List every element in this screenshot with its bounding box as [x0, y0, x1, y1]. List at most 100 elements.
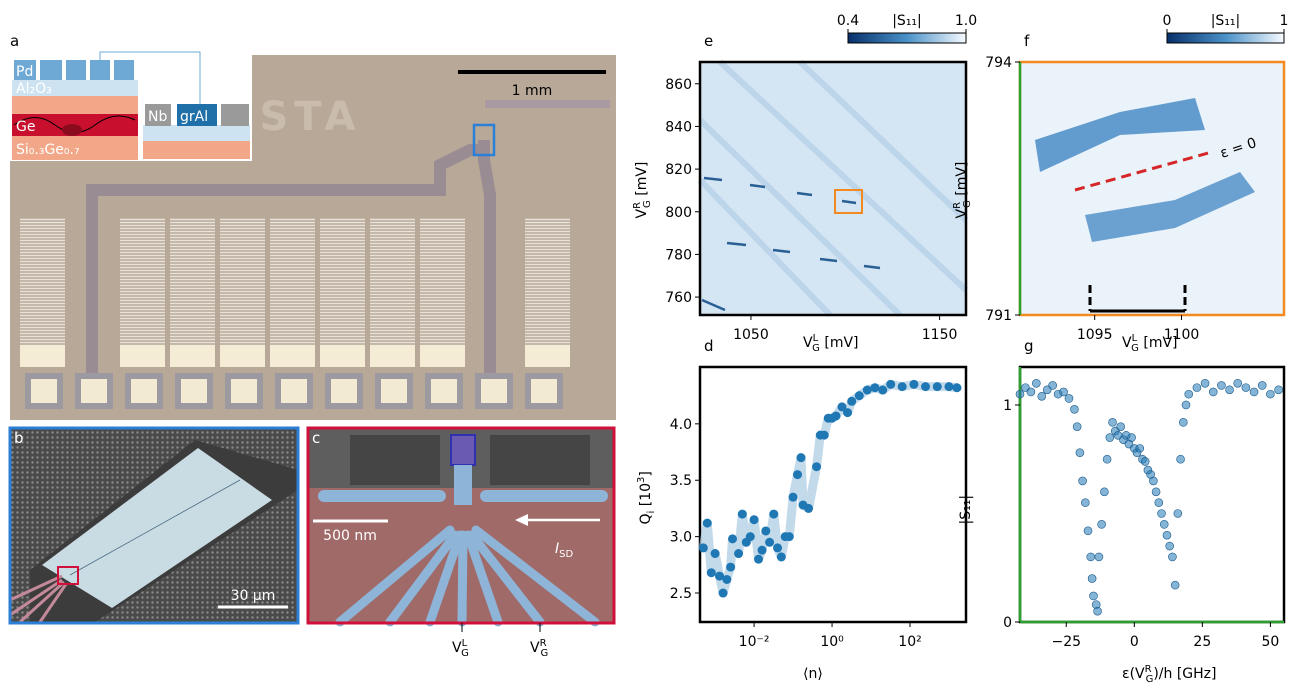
- shape: [320, 345, 365, 367]
- scale-bar-label: 500 nm: [323, 528, 377, 544]
- shape: [278, 376, 310, 406]
- scale-bar-label: 1 mm: [512, 83, 553, 99]
- point: [1168, 553, 1176, 561]
- shape: [20, 345, 65, 367]
- point: [1163, 531, 1171, 539]
- label-part: Q: [638, 513, 654, 524]
- shape: [128, 376, 160, 406]
- x-tick-label: 1150: [922, 327, 958, 343]
- panel-b: 30 μm b: [10, 428, 298, 623]
- y-tick-label: 1: [1003, 398, 1012, 414]
- layer-label: Pd: [16, 64, 33, 80]
- x-tick-label: 0: [1130, 634, 1139, 650]
- shape: [378, 376, 410, 406]
- shape: [480, 490, 608, 502]
- gate-label: VLG: [452, 638, 469, 659]
- x-tick-label: 10⁰: [820, 634, 844, 650]
- point: [707, 568, 716, 577]
- shape: [40, 60, 62, 80]
- shape: [270, 345, 315, 367]
- shape: [120, 345, 165, 367]
- y-axis-label: VRG [mV]: [632, 162, 653, 219]
- point: [1201, 379, 1209, 387]
- contact-label: grAl: [180, 109, 208, 125]
- shape: [78, 376, 110, 406]
- point: [1141, 457, 1149, 465]
- point: [734, 549, 743, 558]
- point: [722, 575, 731, 584]
- point: [1149, 477, 1157, 485]
- panel-label: e: [704, 32, 713, 50]
- point: [1087, 553, 1095, 561]
- label-part: G: [642, 200, 653, 208]
- point: [777, 552, 786, 561]
- shape: [478, 376, 510, 406]
- colorbar-tick-label: 0.4: [837, 13, 859, 29]
- x-axis-label: ⟨n⟩: [803, 666, 823, 682]
- shape: [270, 218, 315, 345]
- layer-label: Ge: [16, 119, 35, 135]
- y-axis-label: VRG [mV]: [952, 162, 973, 219]
- panel-label: g: [1024, 337, 1034, 355]
- shape: [328, 376, 360, 406]
- point: [1171, 581, 1179, 589]
- layer-label: Si₀.₃Ge₀.₇: [16, 142, 80, 158]
- point: [1081, 499, 1089, 507]
- panel-label: f: [1024, 32, 1030, 50]
- point: [1217, 381, 1225, 389]
- point: [1258, 381, 1266, 389]
- logo: ISTA: [239, 94, 362, 140]
- current-subscript: SD: [559, 549, 573, 560]
- x-tick-label: 1095: [1077, 327, 1113, 343]
- shape: [700, 62, 966, 315]
- colorbar: [1167, 33, 1284, 43]
- heatmap-f-image: [1020, 62, 1284, 315]
- label-part: [mV]: [1139, 335, 1178, 351]
- point: [1049, 381, 1057, 389]
- point: [1109, 418, 1117, 426]
- point: [789, 493, 798, 502]
- point: [812, 462, 821, 471]
- plot-frame: [1020, 367, 1284, 622]
- point: [1179, 418, 1187, 426]
- label-part: G: [1146, 674, 1154, 685]
- label-part: [mV]: [634, 162, 650, 201]
- panel-a: ISTA 1 mm Pd Al₂O₃ Ge Si₀.₃Ge₀.₇ Nb grAl…: [10, 32, 616, 420]
- label-part: [10: [638, 483, 654, 511]
- point: [921, 382, 930, 391]
- point: [1032, 379, 1040, 387]
- shape: [120, 218, 165, 345]
- shape: [525, 218, 570, 345]
- shape: [320, 218, 365, 345]
- point: [765, 538, 774, 547]
- shape: [370, 218, 415, 345]
- point: [746, 532, 755, 541]
- label-part: V: [634, 209, 650, 219]
- x-tick-label: 10⁻²: [739, 634, 770, 650]
- x-tick-label: 10²: [898, 634, 921, 650]
- panel-label: b: [14, 429, 24, 447]
- gate-label: VRG: [530, 638, 548, 659]
- label-part: ]: [638, 471, 654, 476]
- point: [831, 411, 840, 420]
- point: [1084, 527, 1092, 535]
- shape: [462, 535, 463, 622]
- shape: [12, 96, 138, 114]
- label-part: [mV]: [820, 335, 859, 351]
- shape: [28, 376, 60, 406]
- shape: [62, 124, 82, 136]
- point: [1242, 384, 1250, 392]
- point: [738, 510, 747, 519]
- y-tick-label: 3.5: [670, 473, 692, 489]
- point: [1103, 455, 1111, 463]
- colorbar-tick-label: 0: [1163, 13, 1172, 29]
- point: [750, 515, 759, 524]
- point: [1152, 488, 1160, 496]
- point: [933, 382, 942, 391]
- colorbar-label: |S₁₁|: [892, 13, 922, 29]
- point: [773, 543, 782, 552]
- label-part: |S₁₁|: [958, 495, 974, 525]
- heatmap-e-image: [700, 62, 966, 315]
- y-tick-label: 800: [665, 205, 692, 221]
